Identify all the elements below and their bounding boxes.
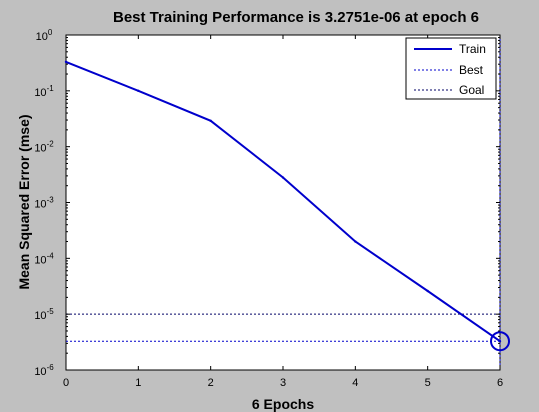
y-tick-label: 10-2 (34, 140, 54, 155)
y-tick-label: 10-4 (34, 251, 54, 266)
x-tick-label: 0 (63, 377, 69, 389)
legend-best-label: Best (459, 63, 484, 77)
legend-train-label: Train (459, 42, 486, 56)
y-tick-label: 10-6 (34, 363, 54, 378)
x-tick-label: 2 (208, 377, 214, 389)
series-group (64, 60, 502, 343)
y-tick-label: 10-1 (34, 84, 54, 99)
x-tick-label: 5 (425, 377, 431, 389)
x-tick-label: 1 (135, 377, 141, 389)
y-tick-group: 100 10-1 10-2 10-3 10-4 10-5 10-6 (34, 28, 500, 378)
data-point[interactable] (137, 89, 140, 93)
legend-goal-label: Goal (459, 83, 484, 97)
y-tick-label: 10-3 (34, 196, 54, 211)
x-axis-label: 6 Epochs (252, 396, 314, 412)
chart-title: Best Training Performance is 3.2751e-06 … (113, 9, 479, 26)
best-marker-group (66, 35, 510, 370)
x-tick-group: 0 1 2 3 4 5 6 (63, 35, 503, 389)
data-point[interactable] (498, 340, 502, 343)
x-tick-label: 6 (497, 377, 503, 389)
y-tick-label: 10-5 (34, 307, 54, 322)
data-point[interactable] (354, 240, 357, 243)
y-axis-label: Mean Squared Error (mse) (16, 114, 32, 289)
data-point[interactable] (64, 60, 68, 64)
best-point-marker[interactable] (490, 331, 510, 352)
data-point[interactable] (426, 289, 429, 293)
data-point[interactable] (209, 119, 212, 123)
x-tick-label: 4 (352, 377, 358, 389)
x-tick-label: 3 (280, 377, 286, 389)
data-point[interactable] (281, 176, 285, 179)
y-tick-label: 100 (36, 28, 53, 43)
legend[interactable]: Train Best Goal (405, 37, 497, 100)
